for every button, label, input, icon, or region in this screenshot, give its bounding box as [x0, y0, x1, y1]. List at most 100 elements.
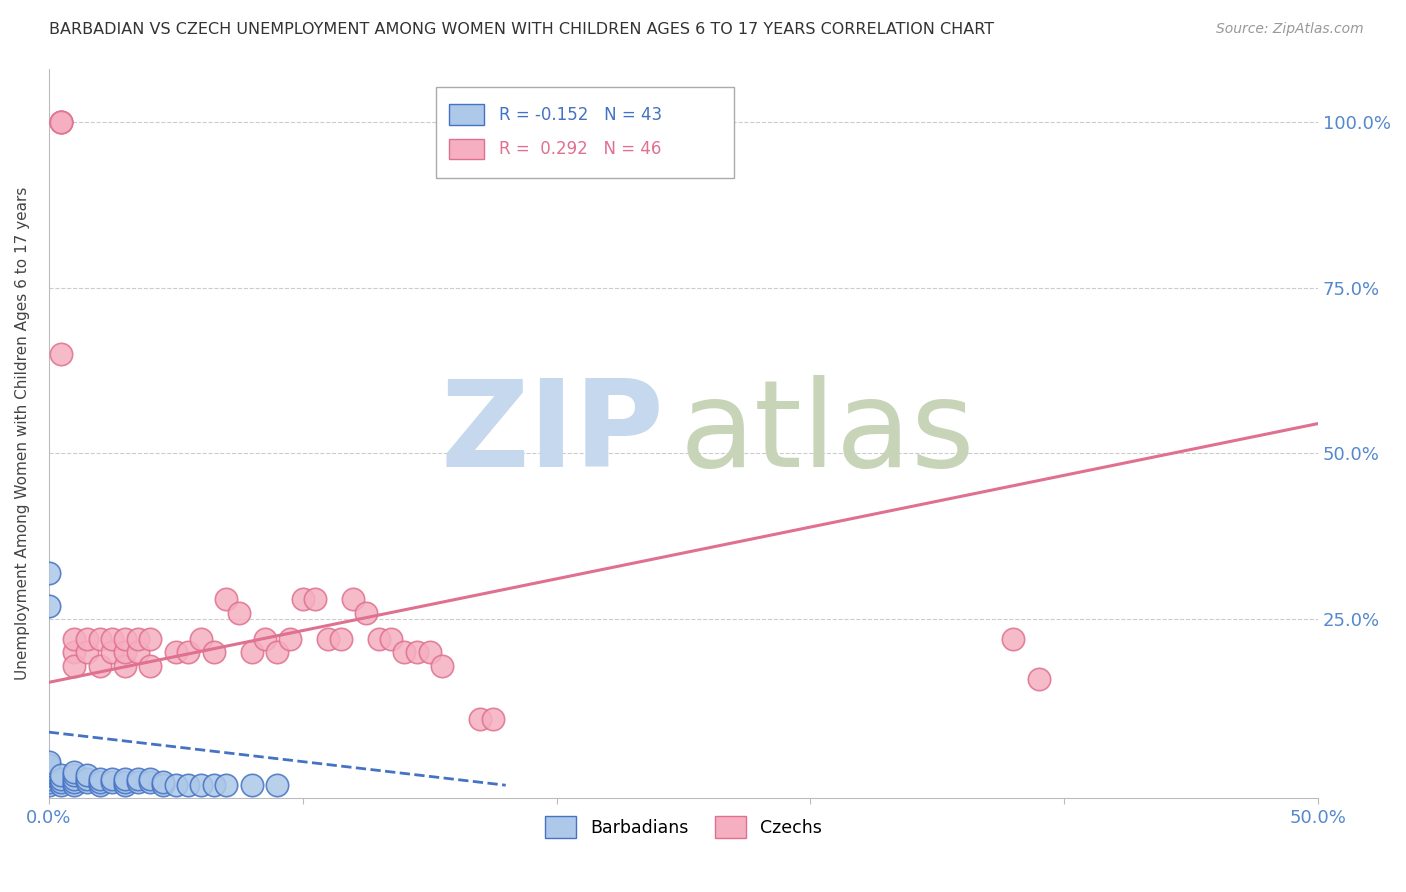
- Point: [38, 762, 60, 776]
- Text: R =  0.292   N = 46: R = 0.292 N = 46: [499, 140, 662, 158]
- Point: [240, 645, 263, 659]
- Point: [38, 778, 60, 792]
- Point: [114, 778, 136, 792]
- Point: [432, 658, 454, 673]
- Point: [51, 114, 73, 128]
- FancyBboxPatch shape: [449, 104, 484, 125]
- Point: [240, 778, 263, 792]
- Point: [101, 775, 124, 789]
- Point: [266, 778, 288, 792]
- Point: [51, 772, 73, 786]
- Point: [101, 645, 124, 659]
- Point: [76, 772, 98, 786]
- Point: [278, 632, 301, 647]
- Text: atlas: atlas: [679, 375, 976, 492]
- Point: [63, 775, 86, 789]
- Point: [51, 347, 73, 361]
- Point: [63, 645, 86, 659]
- Point: [63, 632, 86, 647]
- Point: [51, 114, 73, 128]
- Legend: Barbadians, Czechs: Barbadians, Czechs: [538, 809, 828, 845]
- Point: [89, 658, 111, 673]
- Point: [76, 768, 98, 782]
- Point: [63, 658, 86, 673]
- Point: [38, 772, 60, 786]
- Point: [51, 114, 73, 128]
- Point: [89, 775, 111, 789]
- Point: [202, 778, 225, 792]
- Point: [291, 592, 314, 607]
- Point: [114, 772, 136, 786]
- Point: [76, 632, 98, 647]
- Point: [165, 778, 187, 792]
- Text: R = -0.152   N = 43: R = -0.152 N = 43: [499, 105, 662, 123]
- Point: [127, 632, 149, 647]
- Point: [114, 632, 136, 647]
- Point: [482, 712, 505, 726]
- Point: [342, 592, 364, 607]
- Point: [228, 606, 250, 620]
- Text: BARBADIAN VS CZECH UNEMPLOYMENT AMONG WOMEN WITH CHILDREN AGES 6 TO 17 YEARS COR: BARBADIAN VS CZECH UNEMPLOYMENT AMONG WO…: [49, 22, 994, 37]
- Point: [177, 778, 200, 792]
- Point: [405, 645, 427, 659]
- Point: [38, 768, 60, 782]
- Point: [114, 775, 136, 789]
- Point: [114, 645, 136, 659]
- Text: Source: ZipAtlas.com: Source: ZipAtlas.com: [1216, 22, 1364, 37]
- Point: [139, 632, 162, 647]
- Point: [215, 592, 238, 607]
- Point: [63, 778, 86, 792]
- Point: [253, 632, 276, 647]
- Point: [38, 764, 60, 779]
- Point: [127, 645, 149, 659]
- Point: [380, 632, 402, 647]
- Point: [215, 778, 238, 792]
- Point: [139, 658, 162, 673]
- Point: [38, 775, 60, 789]
- Point: [190, 778, 212, 792]
- Point: [51, 778, 73, 792]
- Point: [38, 755, 60, 769]
- Point: [316, 632, 339, 647]
- Point: [89, 632, 111, 647]
- Point: [1002, 632, 1025, 647]
- Point: [38, 758, 60, 772]
- Point: [51, 775, 73, 789]
- Point: [470, 712, 492, 726]
- Point: [139, 775, 162, 789]
- Point: [304, 592, 326, 607]
- Point: [76, 645, 98, 659]
- Point: [190, 632, 212, 647]
- Point: [51, 768, 73, 782]
- Point: [101, 772, 124, 786]
- Point: [419, 645, 441, 659]
- Point: [127, 772, 149, 786]
- Point: [165, 645, 187, 659]
- Point: [392, 645, 415, 659]
- FancyBboxPatch shape: [436, 87, 734, 178]
- Point: [89, 772, 111, 786]
- Point: [1028, 672, 1050, 686]
- FancyBboxPatch shape: [449, 138, 484, 159]
- Point: [127, 775, 149, 789]
- Point: [152, 778, 174, 792]
- Point: [63, 768, 86, 782]
- Point: [266, 645, 288, 659]
- Point: [177, 645, 200, 659]
- Text: ZIP: ZIP: [440, 375, 665, 492]
- Point: [139, 772, 162, 786]
- Point: [38, 566, 60, 580]
- Point: [89, 778, 111, 792]
- Point: [63, 772, 86, 786]
- Point: [114, 658, 136, 673]
- Y-axis label: Unemployment Among Women with Children Ages 6 to 17 years: Unemployment Among Women with Children A…: [15, 186, 30, 681]
- Point: [329, 632, 352, 647]
- Point: [38, 599, 60, 613]
- Point: [367, 632, 389, 647]
- Point: [202, 645, 225, 659]
- Point: [152, 775, 174, 789]
- Point: [76, 775, 98, 789]
- Point: [101, 632, 124, 647]
- Point: [63, 764, 86, 779]
- Point: [354, 606, 377, 620]
